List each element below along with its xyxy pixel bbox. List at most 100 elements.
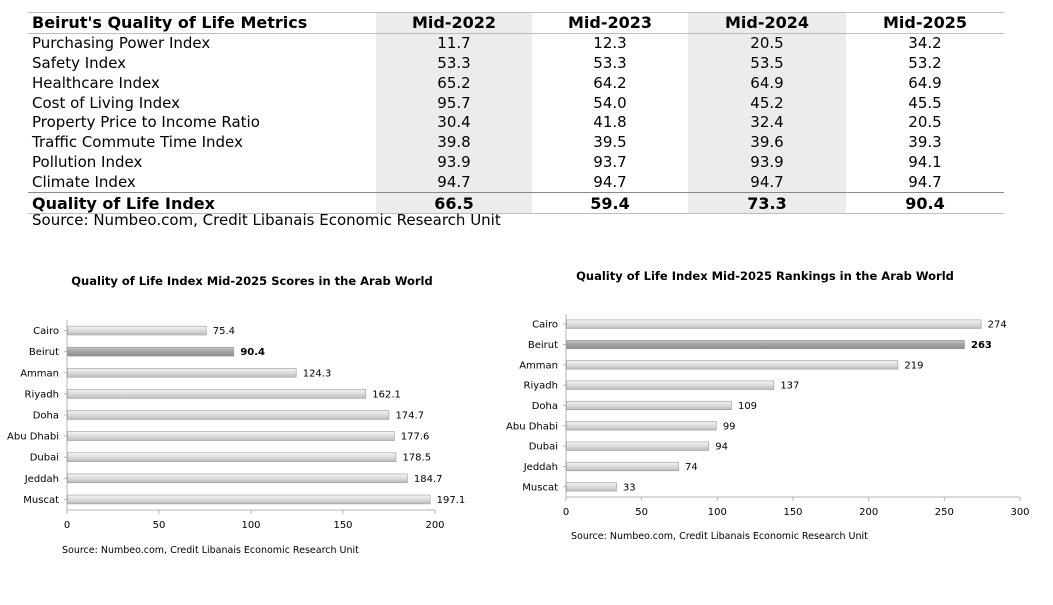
table-cell: 94.7 [688,172,846,193]
bar [566,421,717,431]
table-cell: 93.9 [688,152,846,173]
table-cell: 95.7 [376,93,532,113]
table-cell: 53.3 [376,53,532,74]
table-header-row: Beirut's Quality of Life Metrics Mid-202… [28,12,1004,34]
bar [67,325,207,336]
bar [566,360,899,370]
bar [67,389,367,399]
table-cell: 30.4 [376,112,532,133]
value-label: 90.4 [240,347,265,358]
bar [67,473,408,484]
x-tick-label: 150 [333,520,352,531]
category-label: Doha [532,401,558,412]
row-label: Safety Index [32,53,127,72]
column-header-mid-2022: Mid-2022 [376,12,532,34]
scores-chart: 0 50 100 150 200 Cairo 75.4 Beirut 90.4 Amman 124.… [7,320,465,531]
bar [67,431,395,441]
table-cell: 39.8 [376,132,532,153]
bar [566,482,617,492]
value-label: 177.6 [401,432,430,443]
x-tick-label: 50 [153,520,166,531]
value-label: 174.7 [395,411,424,422]
category-label: Cairo [532,320,558,331]
x-tick-label: 0 [563,507,569,518]
bar [67,346,235,357]
value-label: 274 [988,320,1007,331]
total-cell: 73.3 [688,192,846,214]
metrics-table: Beirut's Quality of Life Metrics Mid-202… [28,12,1004,214]
column-header-mid-2024: Mid-2024 [688,12,846,34]
value-label: 124.3 [303,368,332,379]
table-row: Safety Index 53.3 53.3 53.5 53.2 [28,53,1004,74]
category-label: Jeddah [523,462,558,473]
value-label: 109 [738,401,757,412]
category-label: Beirut [528,340,558,351]
x-tick-label: 50 [635,507,648,518]
rankings-chart: 0 50 100 150 200 250 300 Cairo 274 Beirut 263 Amman… [506,314,1030,518]
table-cell: 64.9 [908,73,942,92]
bar [566,400,732,411]
table-source-note: Source: Numbeo.com, Credit Libanais Econ… [32,211,501,229]
table-cell: 54.0 [593,93,627,112]
table-cell: 93.7 [593,152,627,171]
x-tick-label: 300 [1010,507,1029,518]
chart-title-rankings: Quality of Life Index Mid-2025 Rankings … [576,269,954,283]
value-label: 33 [623,482,636,493]
row-label: Traffic Commute Time Index [32,133,243,152]
category-label: Dubai [529,442,558,453]
table-row: Cost of Living Index 95.7 54.0 45.2 45.5 [28,93,1004,113]
table-cell: 53.5 [688,53,846,74]
value-label: 162.1 [372,389,401,400]
row-label: Purchasing Power Index [32,34,211,53]
chart-title-scores: Quality of Life Index Mid-2025 Scores in… [71,274,432,288]
x-tick-label: 100 [241,520,260,531]
category-label: Cairo [33,326,59,337]
table-cell: 94.7 [593,172,627,191]
category-label: Dubai [30,453,59,464]
bar [566,380,775,390]
table-row: Healthcare Index 65.2 64.2 64.9 64.9 [28,73,1004,94]
row-label: Cost of Living Index [32,93,181,112]
table-cell: 32.4 [688,112,846,133]
table-cell: 94.7 [908,172,942,191]
bar [67,494,431,505]
category-label: Muscat [23,495,59,506]
table-row: Pollution Index 93.9 93.7 93.9 94.1 [28,152,1004,173]
table-title: Beirut's Quality of Life Metrics [28,12,376,34]
category-label: Amman [519,360,558,371]
value-label: 94 [715,442,728,453]
table-cell: 93.9 [376,152,532,173]
value-label: 178.5 [402,453,431,464]
total-cell: 59.4 [532,192,688,214]
bar [566,319,982,329]
table-cell: 20.5 [908,113,942,132]
scores-chart-source-note: Source: Numbeo.com, Credit Libanais Econ… [62,545,359,556]
table-row: Purchasing Power Index 11.7 12.3 20.5 34… [28,33,1004,54]
value-label: 75.4 [213,326,235,337]
table-cell: 12.3 [593,34,627,53]
category-label: Muscat [522,482,558,493]
table-row: Climate Index 94.7 94.7 94.7 94.7 [28,172,1004,193]
category-label: Abu Dhabi [506,421,558,432]
bar [67,368,297,378]
table-cell: 45.2 [688,93,846,113]
table-row: Traffic Commute Time Index 39.8 39.5 39.… [28,132,1004,153]
value-label: 197.1 [437,495,466,506]
total-cell: 90.4 [846,192,1004,214]
table-cell: 65.2 [376,73,532,94]
total-label: Quality of Life Index [28,192,376,214]
x-tick-label: 200 [425,520,444,531]
category-label: Doha [33,411,59,422]
category-label: Riyadh [524,381,558,392]
table-cell: 11.7 [376,33,532,54]
value-label: 99 [723,421,736,432]
table-cell: 64.2 [593,73,627,92]
table-cell: 53.2 [908,53,942,72]
table-row: Property Price to Income Ratio 30.4 41.8… [28,112,1004,133]
table-cell: 64.9 [688,73,846,94]
rankings-chart-source-note: Source: Numbeo.com, Credit Libanais Econ… [571,531,868,542]
table-total-row: Quality of Life Index 66.5 59.4 73.3 90.… [28,192,1004,214]
table-cell: 34.2 [908,34,942,53]
table-cell: 39.6 [688,132,846,153]
